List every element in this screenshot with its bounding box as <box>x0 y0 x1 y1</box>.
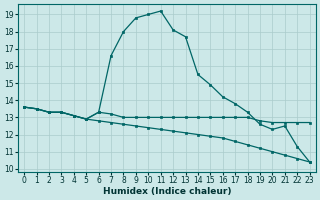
X-axis label: Humidex (Indice chaleur): Humidex (Indice chaleur) <box>103 187 231 196</box>
